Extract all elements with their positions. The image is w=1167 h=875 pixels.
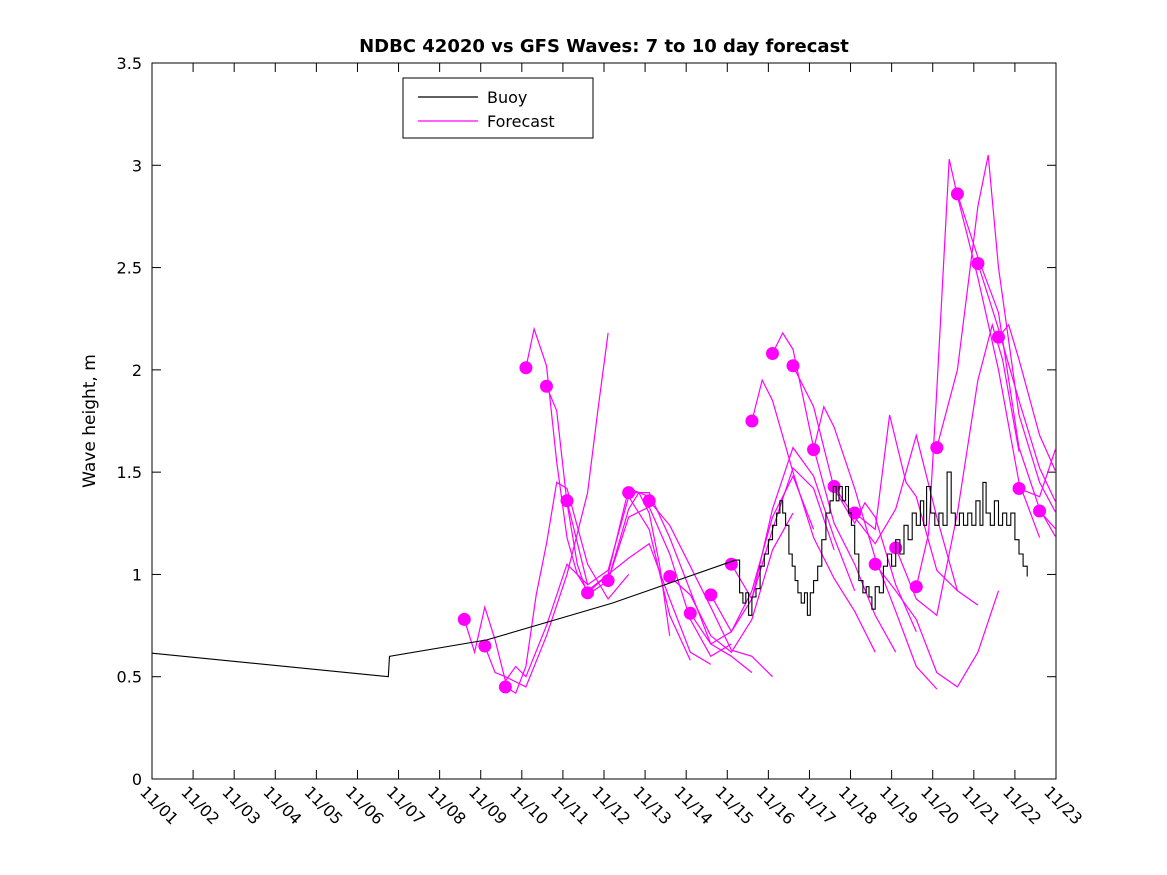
x-tick-label: 11/16 bbox=[753, 782, 799, 828]
forecast-line bbox=[463, 563, 589, 683]
forecast-start-marker bbox=[909, 580, 923, 594]
forecast-line bbox=[628, 492, 753, 674]
x-tick-label: 11/23 bbox=[1040, 782, 1086, 828]
forecast-start-marker bbox=[868, 557, 882, 571]
forecast-line bbox=[895, 322, 1020, 617]
forecast-start-marker bbox=[601, 574, 615, 588]
forecast-start-marker bbox=[642, 494, 656, 508]
forecast-line bbox=[751, 378, 876, 653]
x-tick-label: 11/08 bbox=[424, 782, 470, 828]
x-tick-label: 11/18 bbox=[835, 782, 881, 828]
forecast-line bbox=[792, 365, 917, 632]
forecast-start-marker bbox=[704, 588, 718, 602]
y-tick-label: 3 bbox=[132, 156, 142, 175]
x-tick-label: 11/22 bbox=[999, 782, 1045, 828]
x-tick-label: 11/13 bbox=[629, 782, 675, 828]
forecast-start-marker bbox=[498, 680, 512, 694]
forecast-start-marker bbox=[745, 414, 759, 428]
forecast-line bbox=[587, 542, 712, 665]
y-tick-label: 0 bbox=[132, 770, 142, 789]
forecast-start-marker bbox=[991, 330, 1005, 344]
forecast-start-marker bbox=[971, 256, 985, 270]
x-tick-label: 11/11 bbox=[547, 782, 593, 828]
forecast-line bbox=[505, 481, 630, 694]
forecast-line bbox=[484, 332, 609, 688]
forecast-start-marker bbox=[1033, 504, 1047, 518]
x-tick-label: 11/20 bbox=[917, 782, 963, 828]
y-axis-label: Wave height, m bbox=[80, 354, 100, 488]
x-tick-label: 11/05 bbox=[301, 782, 347, 828]
forecast-start-marker bbox=[683, 606, 697, 620]
forecast-line bbox=[977, 263, 1056, 504]
forecast-start-marker bbox=[539, 379, 553, 393]
forecast-start-marker bbox=[950, 187, 964, 201]
y-tick-label: 3.5 bbox=[117, 54, 142, 73]
legend-buoy-label: Buoy bbox=[487, 88, 527, 107]
legend-box bbox=[402, 77, 594, 139]
forecast-start-marker bbox=[457, 612, 471, 626]
x-tick-label: 11/09 bbox=[465, 782, 511, 828]
y-tick-label: 2.5 bbox=[117, 259, 142, 278]
forecast-line bbox=[669, 512, 794, 654]
plot-area bbox=[152, 154, 1056, 694]
x-tick-label: 11/02 bbox=[177, 782, 223, 828]
y-tick-label: 1 bbox=[132, 565, 142, 584]
x-tick-label: 11/01 bbox=[136, 782, 182, 828]
y-tick-label: 2 bbox=[132, 361, 142, 380]
x-tick-label: 11/06 bbox=[342, 782, 388, 828]
x-tick-label: 11/15 bbox=[711, 782, 757, 828]
x-tick-label: 11/14 bbox=[670, 782, 716, 828]
forecast-line bbox=[1018, 447, 1056, 498]
x-tick-label: 11/21 bbox=[958, 782, 1004, 828]
forecast-start-marker bbox=[765, 346, 779, 360]
chart-title: NDBC 42020 vs GFS Waves: 7 to 10 day for… bbox=[359, 36, 849, 57]
legend: Buoy Forecast bbox=[402, 77, 594, 139]
forecast-start-marker bbox=[786, 359, 800, 373]
x-tick-label: 11/10 bbox=[506, 782, 552, 828]
forecast-start-marker bbox=[663, 569, 677, 583]
forecast-start-marker bbox=[930, 441, 944, 455]
forecast-start-marker bbox=[560, 494, 574, 508]
forecast-start-marker bbox=[581, 586, 595, 600]
x-tick-label: 11/03 bbox=[218, 782, 264, 828]
forecast-line bbox=[648, 500, 773, 678]
forecast-line bbox=[874, 563, 1000, 688]
forecast-start-marker bbox=[1012, 482, 1026, 496]
forecast-line bbox=[936, 154, 1056, 514]
forecast-start-marker bbox=[519, 361, 533, 375]
y-tick-label: 1.5 bbox=[117, 463, 142, 482]
axis-ticks: 11/0111/0211/0311/0411/0511/0611/0711/08… bbox=[117, 54, 1087, 828]
forecast-line bbox=[998, 323, 1056, 473]
forecast-start-marker bbox=[622, 486, 636, 500]
forecast-start-marker bbox=[478, 639, 492, 653]
x-tick-label: 11/17 bbox=[794, 782, 840, 828]
x-tick-label: 11/12 bbox=[588, 782, 634, 828]
forecast-line bbox=[689, 474, 815, 645]
x-tick-label: 11/04 bbox=[259, 782, 305, 828]
forecast-start-marker bbox=[807, 443, 821, 457]
forecast-line bbox=[813, 404, 938, 690]
y-tick-label: 0.5 bbox=[117, 668, 142, 687]
x-tick-label: 11/07 bbox=[383, 782, 429, 828]
buoy-line bbox=[152, 471, 1028, 678]
legend-forecast-label: Forecast bbox=[487, 112, 555, 131]
x-tick-label: 11/19 bbox=[876, 782, 922, 828]
forecast-line bbox=[854, 414, 979, 606]
forecast-line bbox=[607, 506, 732, 658]
